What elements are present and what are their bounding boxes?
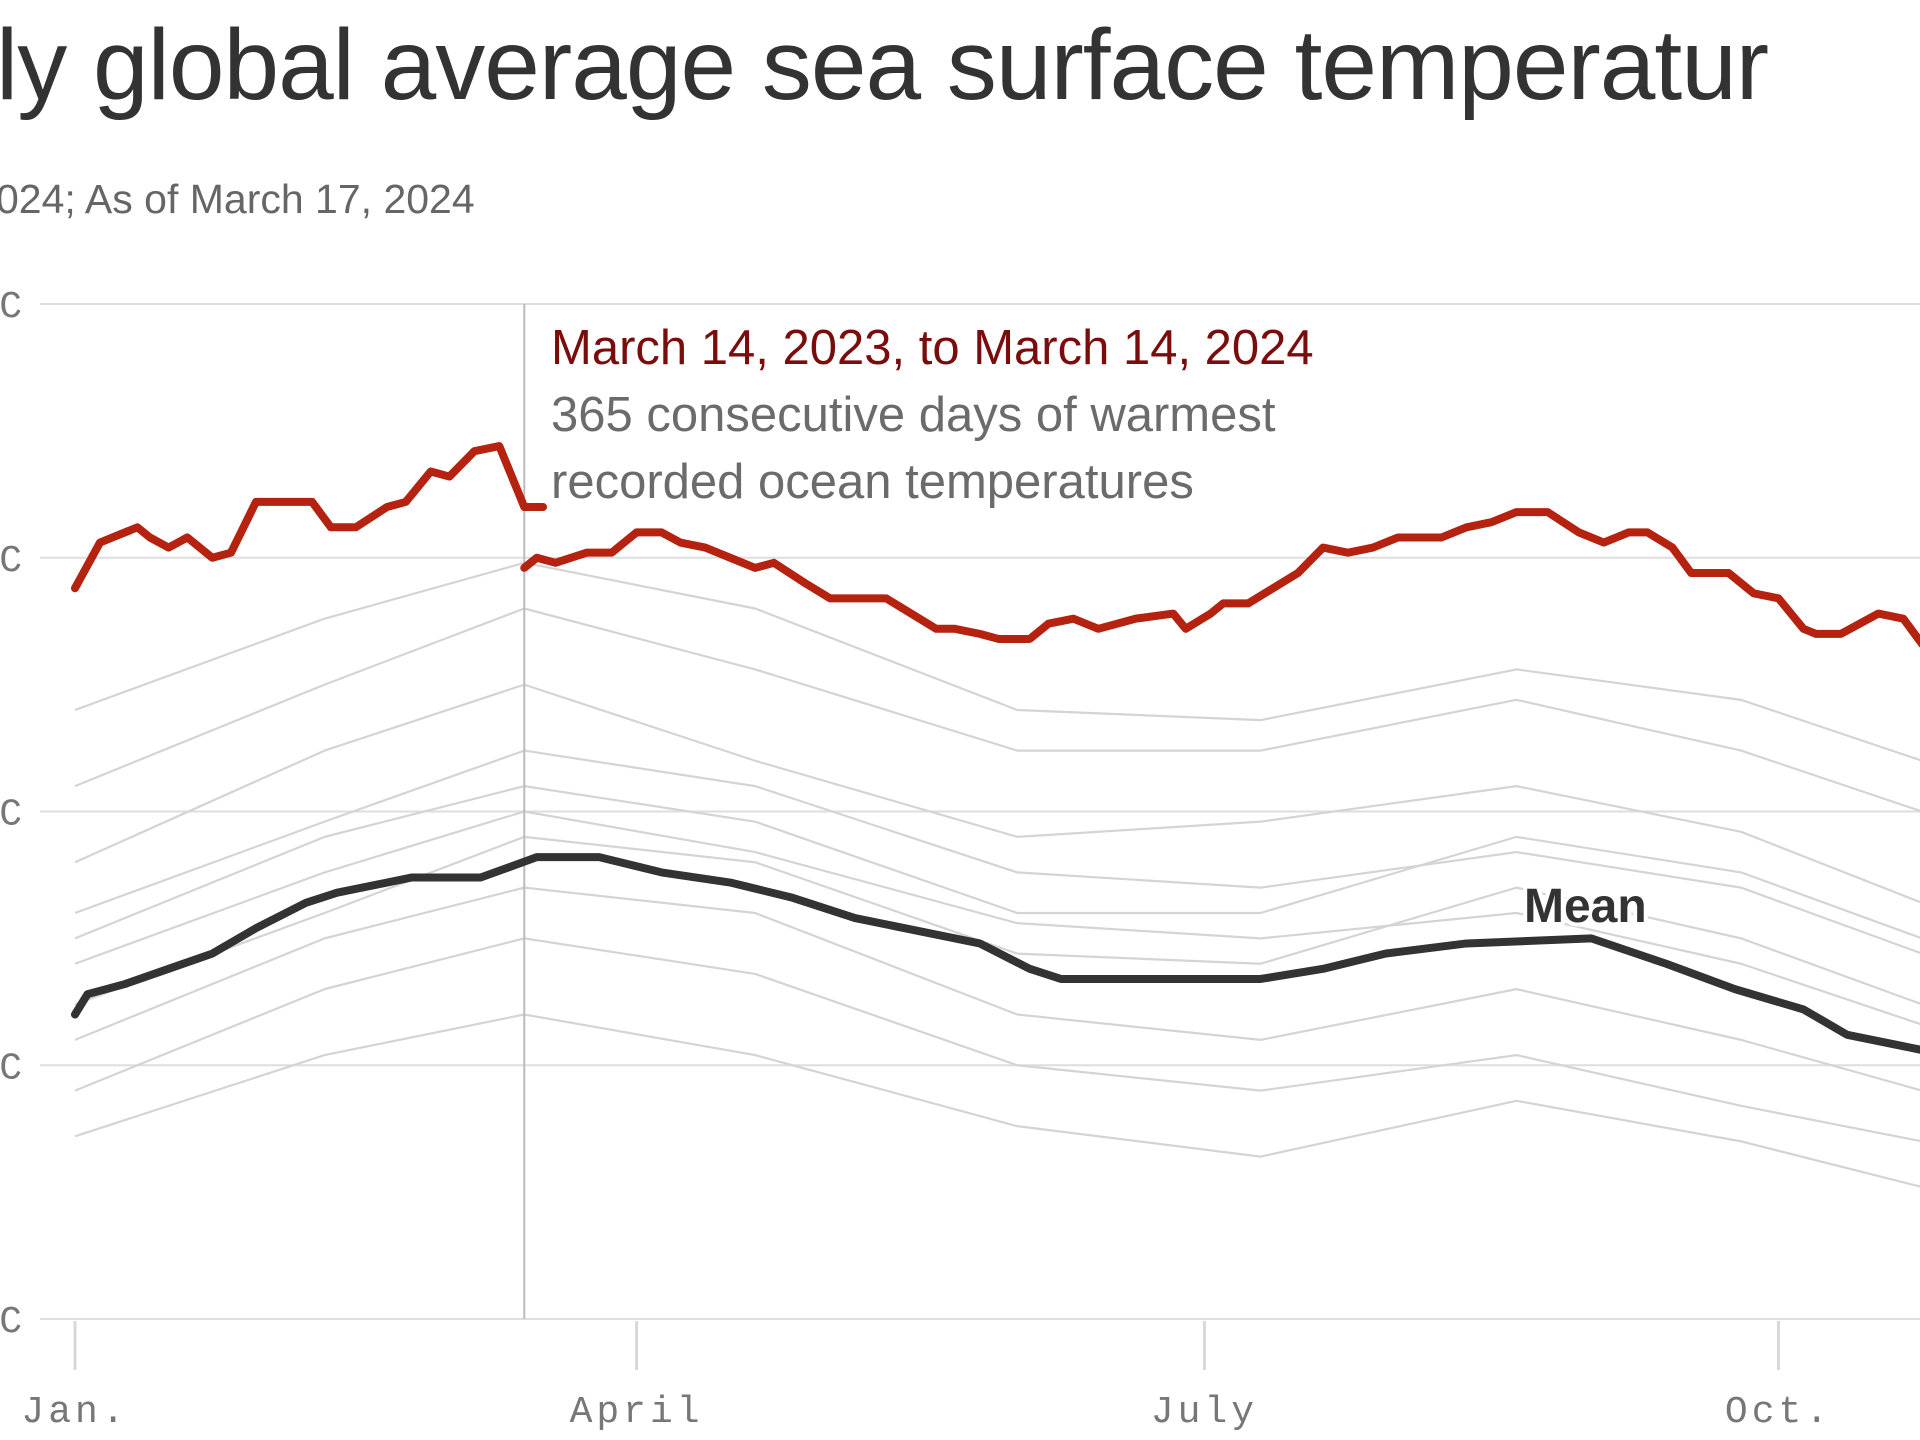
chart-title: ly global average sea surface temperatur — [0, 9, 1769, 121]
annotation-title: March 14, 2023, to March 14, 2024 — [551, 321, 1314, 375]
other-year-line — [74, 607, 1920, 812]
y-tick-label: 19.5°C — [0, 1301, 22, 1344]
annotation-line-2: recorded ocean temperatures — [551, 455, 1194, 509]
x-tick-label: Jan. — [21, 1391, 128, 1434]
mean-line — [71, 853, 1920, 1054]
other-year-line — [74, 835, 1920, 1006]
other-year-line — [74, 937, 1920, 1143]
y-tick-label: 21°C — [0, 540, 22, 583]
other-year-line — [74, 810, 1920, 1026]
annotation-line-1: 365 consecutive days of warmest — [551, 388, 1276, 442]
gridlines — [40, 303, 1920, 1320]
mean-line-group — [71, 853, 1920, 1054]
y-tick-label: 20°C — [0, 1047, 22, 1090]
chart-subtitle: 024; As of March 17, 2024 — [0, 176, 475, 222]
other-year-line — [74, 561, 1920, 762]
other-year-line — [74, 683, 1920, 904]
highlight-line-group — [71, 442, 1920, 648]
x-tick-label: Oct. — [1725, 1391, 1832, 1434]
other-year-line — [74, 886, 1920, 1092]
x-tick-label: July — [1151, 1391, 1258, 1434]
y-axis: 21.5°C 21°C 20.5°C 20°C 19.5°C — [0, 286, 22, 1344]
x-axis: Jan. April July Oct. — [21, 1321, 1832, 1434]
mean-label: Mean — [1524, 880, 1647, 933]
other-year-line — [74, 1013, 1920, 1188]
highlight-line-segment — [71, 442, 547, 593]
y-tick-label: 21.5°C — [0, 286, 22, 329]
y-tick-label: 20.5°C — [0, 794, 22, 837]
other-year-line — [74, 785, 1920, 940]
other-year-line — [74, 749, 1920, 955]
x-tick-label: April — [570, 1391, 704, 1434]
highlight-line-segment — [520, 508, 1920, 648]
other-years-lines — [74, 561, 1920, 1188]
